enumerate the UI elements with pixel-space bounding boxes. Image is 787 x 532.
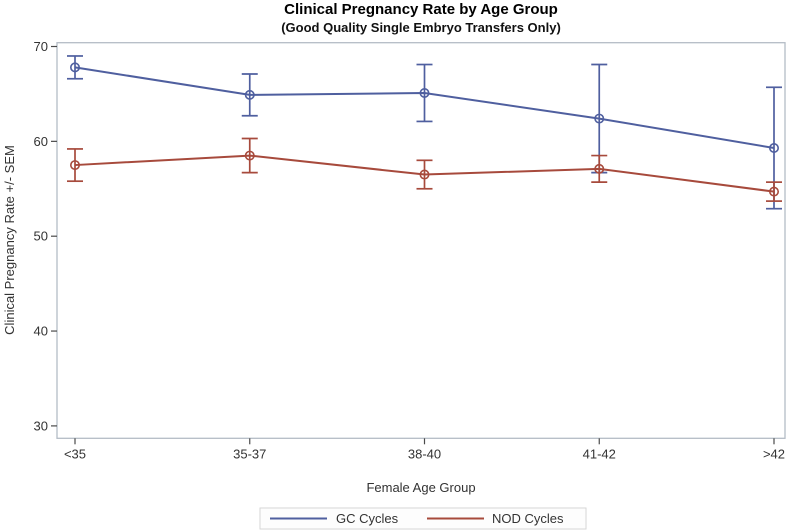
data-point-marker [70, 160, 81, 171]
plot-area: 30 40 50 60 70 <35 35-37 38-40 41-42 >42 [34, 39, 786, 461]
legend-box [259, 507, 587, 530]
data-point-marker [419, 169, 430, 180]
y-axis-tick-label: 30 [34, 418, 48, 433]
chart-subtitle: (Good Quality Single Embryo Transfers On… [281, 20, 561, 35]
x-axis-tick-label: 38-40 [408, 446, 441, 461]
x-axis-tick-label: <35 [64, 446, 86, 461]
data-point-marker [594, 113, 605, 124]
chart-title: Clinical Pregnancy Rate by Age Group [284, 1, 558, 18]
data-point-marker [70, 62, 81, 73]
data-point-marker [419, 87, 430, 98]
y-axis-tick-label: 40 [34, 324, 48, 339]
y-axis-title: Clinical Pregnancy Rate +/- SEM [2, 145, 17, 335]
x-axis-tick-label: >42 [763, 446, 785, 461]
data-point-marker [244, 150, 255, 161]
y-axis-tick-label: 50 [34, 229, 48, 244]
x-axis-title: Female Age Group [366, 480, 475, 495]
legend-item-label: GC Cycles [336, 511, 399, 526]
legend-item-label: NOD Cycles [492, 511, 564, 526]
y-axis-tick-label: 70 [34, 39, 48, 54]
x-axis-tick-label: 35-37 [233, 446, 266, 461]
plot-border [56, 42, 786, 439]
data-point-marker [768, 186, 779, 197]
x-axis-tick-label: 41-42 [583, 446, 616, 461]
legend: GC Cycles NOD Cycles [259, 507, 587, 530]
data-point-marker [244, 89, 255, 100]
data-point-marker [594, 163, 605, 174]
y-axis-tick-label: 60 [34, 134, 48, 149]
data-point-marker [768, 142, 779, 153]
